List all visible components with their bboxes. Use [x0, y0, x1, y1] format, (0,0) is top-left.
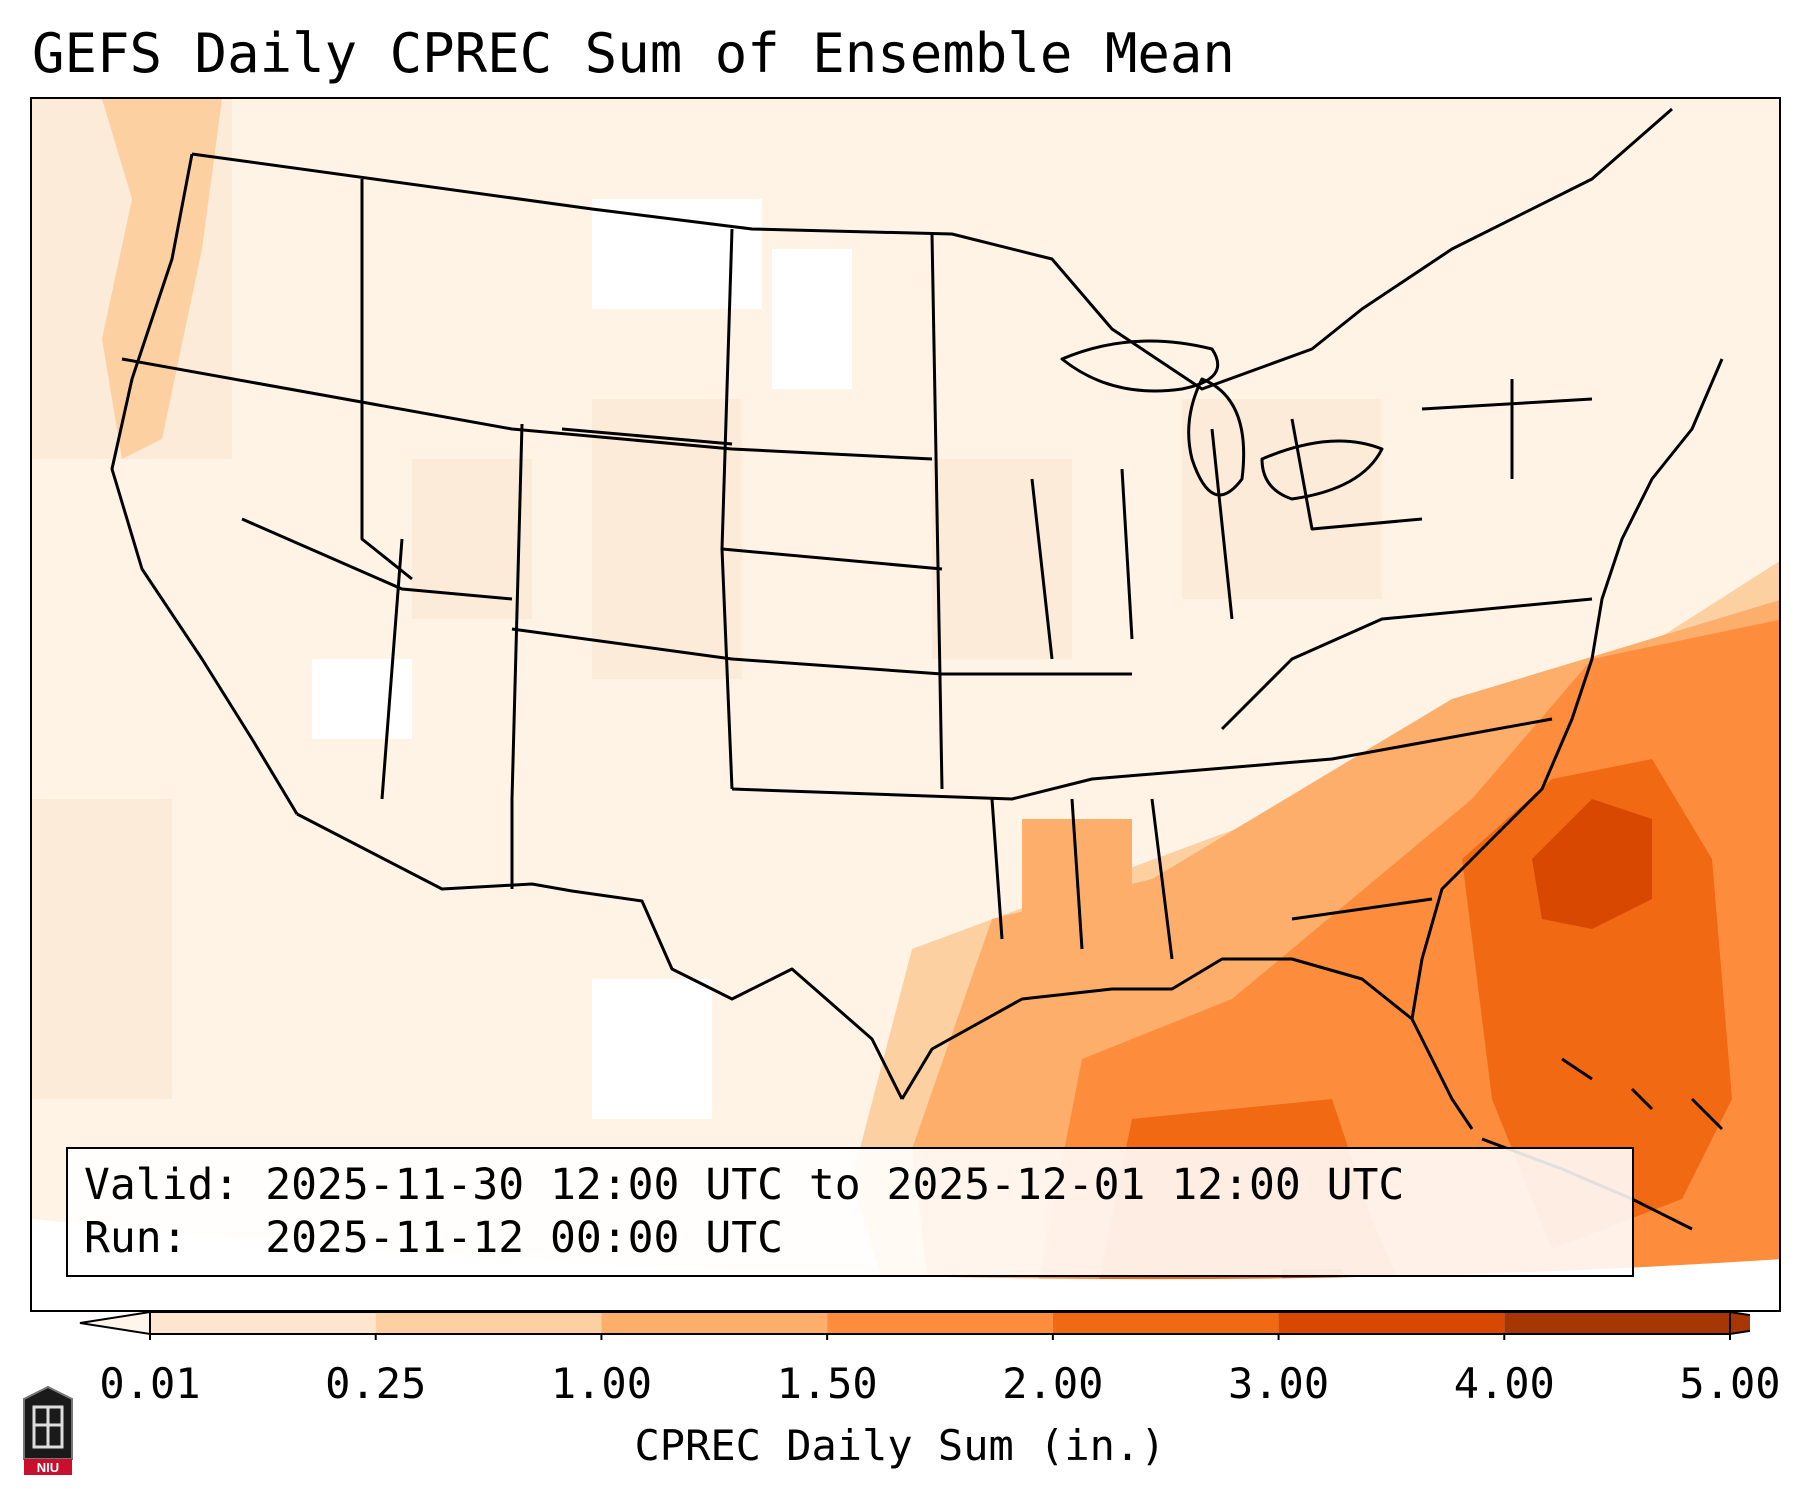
colorbar-cell	[601, 1312, 828, 1334]
chart-title: GEFS Daily CPREC Sum of Ensemble Mean	[32, 22, 1235, 85]
colorbar-tick-label: 2.00	[1002, 1359, 1104, 1408]
valid-label: Valid:	[84, 1160, 240, 1210]
colorbar-tick-label: 5.00	[1679, 1359, 1781, 1408]
colorbar-cell	[827, 1312, 1053, 1334]
colorbar-tick-label: 4.00	[1453, 1359, 1555, 1408]
run-value: 2025-11-12 00:00 UTC	[265, 1213, 783, 1263]
colorbar-label: CPREC Daily Sum (in.)	[634, 1421, 1166, 1470]
colorbar-cell	[1504, 1312, 1730, 1334]
colorbar-extend-high	[1729, 1310, 1750, 1336]
colorbar-cell	[150, 1312, 376, 1334]
colorbar-tick-label: 3.00	[1227, 1359, 1330, 1408]
colorbar-tick-label: 0.01	[99, 1359, 201, 1408]
run-label: Run:	[84, 1213, 188, 1263]
colorbar-extend-low	[79, 1310, 151, 1336]
colorbar-cell	[1052, 1312, 1279, 1334]
colorbar	[79, 1310, 1750, 1340]
map-panel	[30, 97, 1781, 1312]
colorbar-tick-label: 0.25	[325, 1359, 427, 1408]
valid-run-box: Valid: 2025-11-30 12:00 UTC to 2025-12-0…	[66, 1147, 1634, 1277]
precip-white-patches	[312, 199, 852, 1119]
boundaries	[110, 107, 1724, 1231]
precip-map	[32, 99, 1779, 1310]
niu-logo-icon: NIU	[23, 1385, 73, 1475]
logo-text: NIU	[37, 1460, 59, 1475]
colorbar-cell	[1278, 1312, 1505, 1334]
valid-value: 2025-11-30 12:00 UTC to 2025-12-01 12:00…	[265, 1160, 1405, 1210]
colorbar-tick-label: 1.00	[550, 1359, 652, 1408]
colorbar-cell	[375, 1312, 602, 1334]
projection-edge	[32, 1219, 1779, 1310]
colorbar-tick-label: 1.50	[776, 1359, 878, 1408]
